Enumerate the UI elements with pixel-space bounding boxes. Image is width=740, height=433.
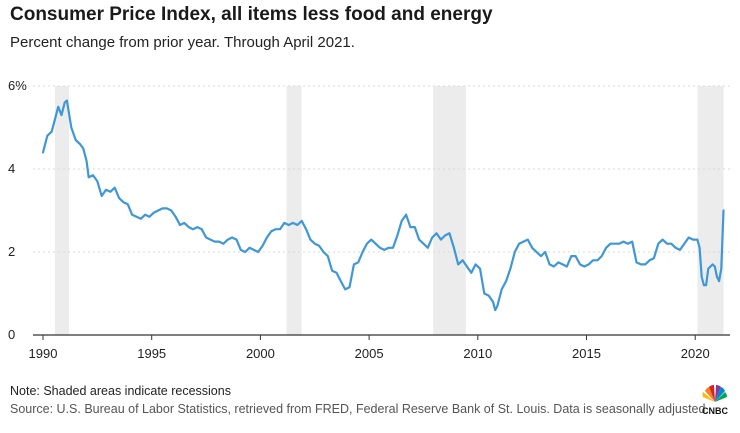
chart-subtitle: Percent change from prior year. Through …: [10, 34, 355, 51]
x-tick-label: 1995: [137, 346, 166, 361]
recession-band: [286, 86, 302, 335]
x-tick-label: 1990: [29, 346, 58, 361]
y-tick-label: 0: [8, 327, 15, 342]
recession-band: [54, 86, 70, 335]
logo-text: CNBC: [702, 406, 728, 416]
y-tick-label: 2: [8, 244, 15, 259]
recession-band: [433, 86, 466, 335]
chart-title: Consumer Price Index, all items less foo…: [10, 4, 493, 25]
recession-note: Note: Shaded areas indicate recessions: [10, 384, 231, 398]
axis-layer: [33, 334, 730, 340]
line-layer: [41, 99, 725, 312]
recession-band: [697, 86, 724, 335]
cnbc-logo: CNBC: [702, 384, 728, 416]
y-tick-label: 4: [8, 161, 15, 176]
cnbc-peacock-icon: [702, 384, 728, 402]
tick-layer: 0 2 4 6% 1990 1995 2000 2005 2010 2015 2020: [8, 78, 710, 361]
x-tick-label: 2005: [355, 346, 384, 361]
source-note: Source: U.S. Bureau of Labor Statistics,…: [10, 402, 709, 416]
x-tick-label: 2010: [463, 346, 492, 361]
y-tick-label: 6%: [8, 78, 27, 93]
x-tick-label: 2020: [681, 346, 710, 361]
grid-layer: [33, 85, 730, 253]
chart: 0 2 4 6% 1990 1995 2000 2005 2010 2015 2020: [8, 78, 730, 361]
x-tick-label: 2000: [246, 346, 275, 361]
recession-layer: [54, 86, 724, 335]
x-tick-label: 2015: [572, 346, 601, 361]
series-line: [41, 99, 725, 312]
